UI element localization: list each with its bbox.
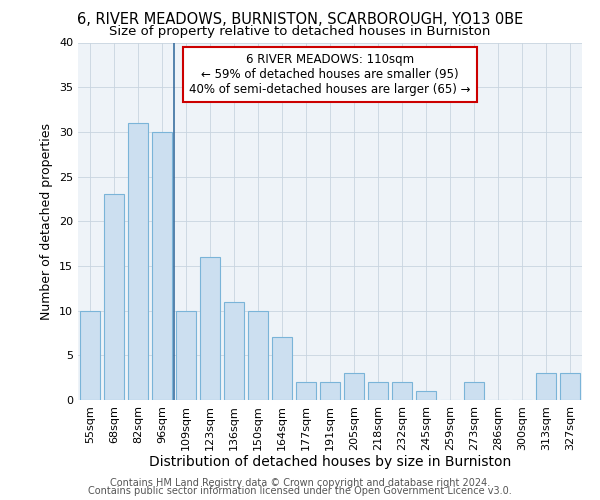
Bar	[392, 382, 412, 400]
Bar	[128, 123, 148, 400]
Bar	[536, 373, 556, 400]
Bar	[272, 338, 292, 400]
Text: Size of property relative to detached houses in Burniston: Size of property relative to detached ho…	[109, 25, 491, 38]
Bar	[416, 391, 436, 400]
Text: 6 RIVER MEADOWS: 110sqm
← 59% of detached houses are smaller (95)
40% of semi-de: 6 RIVER MEADOWS: 110sqm ← 59% of detache…	[189, 53, 471, 96]
Text: 6, RIVER MEADOWS, BURNISTON, SCARBOROUGH, YO13 0BE: 6, RIVER MEADOWS, BURNISTON, SCARBOROUGH…	[77, 12, 523, 28]
Bar	[464, 382, 484, 400]
Y-axis label: Number of detached properties: Number of detached properties	[40, 122, 53, 320]
Text: Contains HM Land Registry data © Crown copyright and database right 2024.: Contains HM Land Registry data © Crown c…	[110, 478, 490, 488]
Bar	[560, 373, 580, 400]
Bar	[80, 310, 100, 400]
X-axis label: Distribution of detached houses by size in Burniston: Distribution of detached houses by size …	[149, 456, 511, 469]
Bar	[296, 382, 316, 400]
Text: Contains public sector information licensed under the Open Government Licence v3: Contains public sector information licen…	[88, 486, 512, 496]
Bar	[320, 382, 340, 400]
Bar	[200, 257, 220, 400]
Bar	[104, 194, 124, 400]
Bar	[248, 310, 268, 400]
Bar	[152, 132, 172, 400]
Bar	[176, 310, 196, 400]
Bar	[224, 302, 244, 400]
Bar	[368, 382, 388, 400]
Bar	[344, 373, 364, 400]
